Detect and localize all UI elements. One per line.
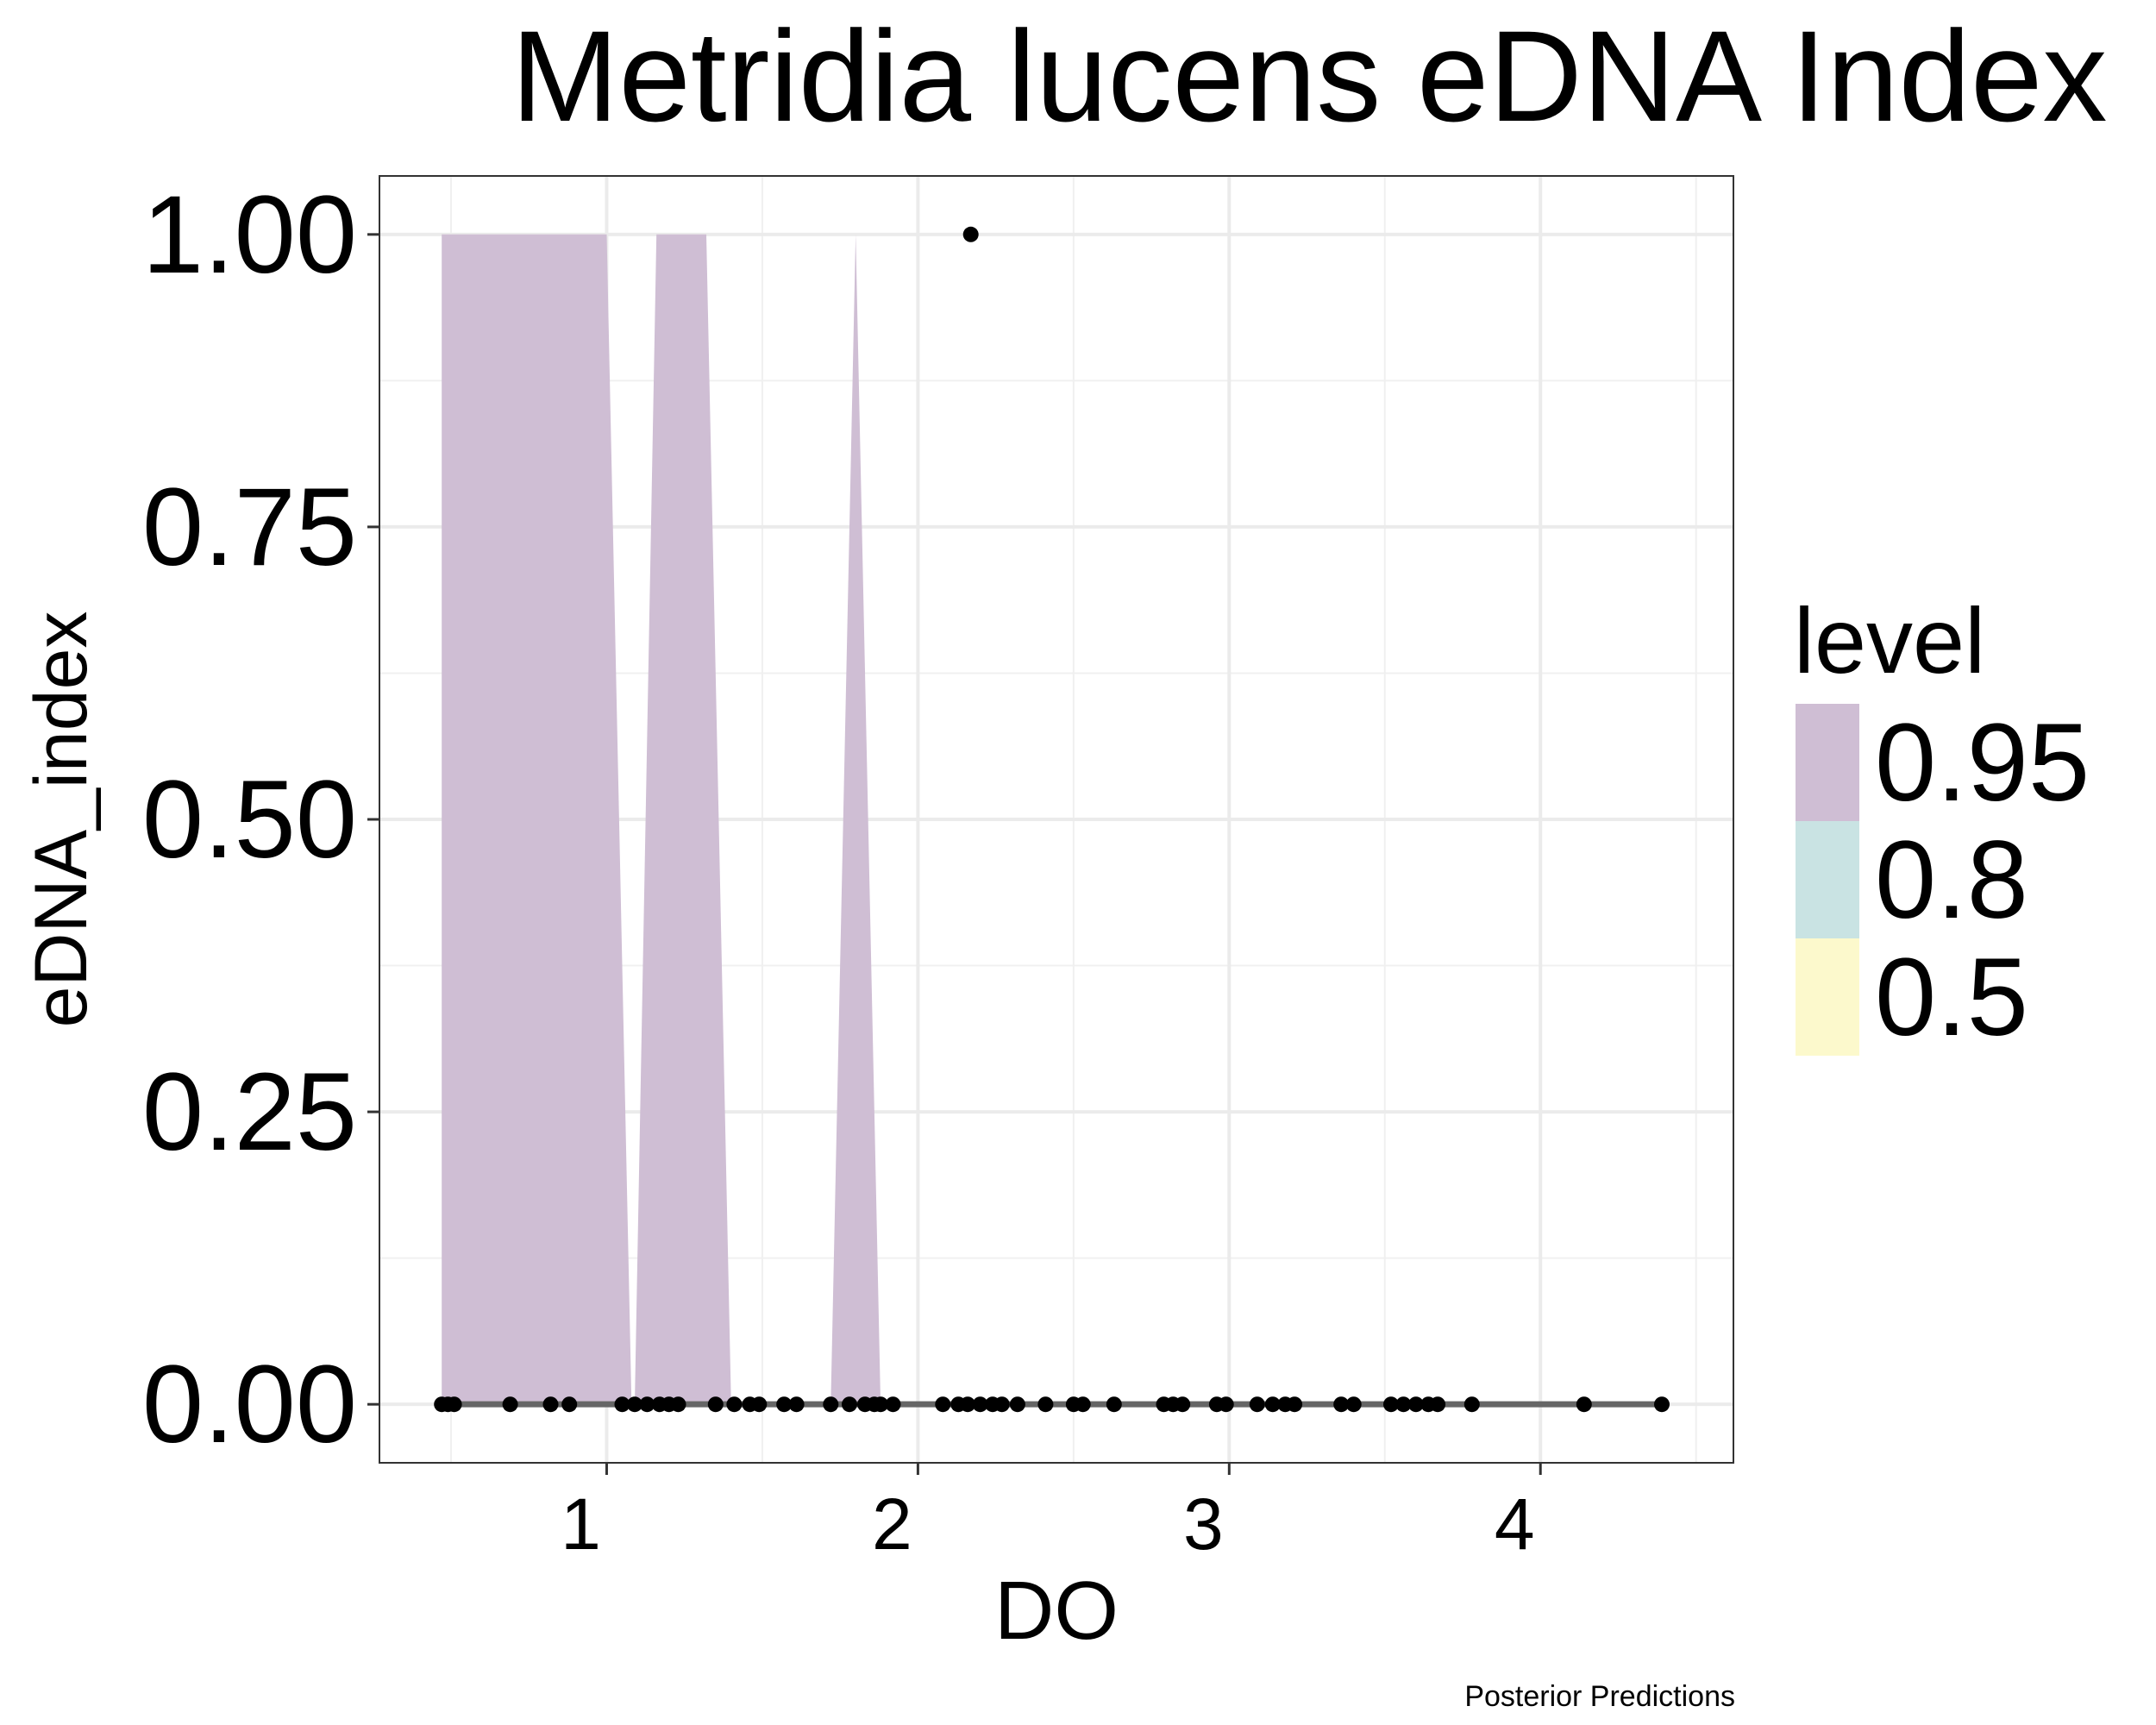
data-point-19 [842,1396,857,1413]
ribbon-095-area [442,234,881,1405]
data-point-15 [751,1396,768,1413]
data-point-12 [707,1396,724,1413]
data-point-33 [1075,1396,1091,1413]
y-tick-label-2: 0.50 [142,758,357,881]
y-tick-label-4: 1.00 [142,173,357,297]
legend-label-0: 0.95 [1875,701,2090,825]
data-point-3 [502,1396,518,1413]
y-tick-label-3: 0.75 [142,466,357,589]
data-point-30 [1009,1396,1025,1413]
data-point-54 [962,226,979,242]
data-point-37 [1175,1396,1191,1413]
data-point-8 [639,1396,655,1413]
legend-label-2: 0.5 [1875,936,2028,1059]
data-point-13 [726,1396,743,1413]
data-point-24 [935,1396,951,1413]
legend-key-2 [1796,938,1859,1056]
legend-key-1 [1796,821,1859,938]
data-point-46 [1383,1396,1399,1413]
data-point-45 [1345,1396,1362,1413]
data-point-26 [960,1396,976,1413]
data-point-4 [542,1396,559,1413]
data-point-40 [1249,1396,1265,1413]
y-axis-ticks: 0.00 0.25 0.50 0.75 1.00 [142,173,379,1466]
plot-panel [379,175,1734,1464]
data-point-48 [1407,1396,1424,1413]
data-point-11 [670,1396,686,1413]
x-axis-ticks: 1 2 3 4 [561,1463,1542,1565]
data-point-50 [1430,1396,1446,1413]
data-point-17 [788,1396,805,1413]
x-tick-label-3: 4 [1495,1484,1535,1565]
legend-title: level [1794,588,1985,693]
data-point-2 [446,1396,462,1413]
x-tick-label-0: 1 [561,1484,601,1565]
legend-label-1: 0.8 [1875,819,2028,942]
data-point-31 [1037,1396,1054,1413]
legend-keys: 0.950.80.5 [1796,701,2090,1059]
data-point-44 [1333,1396,1350,1413]
data-point-29 [993,1396,1010,1413]
data-point-23 [885,1396,901,1413]
data-point-43 [1287,1396,1303,1413]
data-point-51 [1463,1396,1480,1413]
data-point-47 [1395,1396,1412,1413]
data-point-6 [614,1396,630,1413]
x-axis-label: DO [994,1565,1119,1657]
ribbon-095 [442,234,881,1405]
x-tick-label-1: 2 [872,1484,912,1565]
data-points [434,226,1670,1413]
data-point-53 [1654,1396,1670,1413]
data-point-52 [1576,1396,1592,1413]
data-point-16 [776,1396,793,1413]
x-tick-label-2: 3 [1183,1484,1224,1565]
data-point-7 [627,1396,642,1413]
legend-key-0 [1796,704,1859,821]
data-point-22 [873,1396,889,1413]
data-point-41 [1264,1396,1281,1413]
data-point-18 [823,1396,839,1413]
chart-title: Metridia lucens eDNA Index [511,3,2108,148]
y-tick-label-1: 0.25 [142,1051,357,1174]
y-tick-label-0: 0.00 [142,1343,357,1466]
data-point-39 [1218,1396,1234,1413]
data-point-27 [972,1396,988,1413]
data-point-5 [561,1396,578,1413]
legend: level 0.950.80.5 [1794,588,2090,1059]
caption: Posterior Predictions [1464,1680,1735,1713]
y-axis-label: eDNA_index [20,612,103,1028]
data-point-34 [1106,1396,1122,1413]
